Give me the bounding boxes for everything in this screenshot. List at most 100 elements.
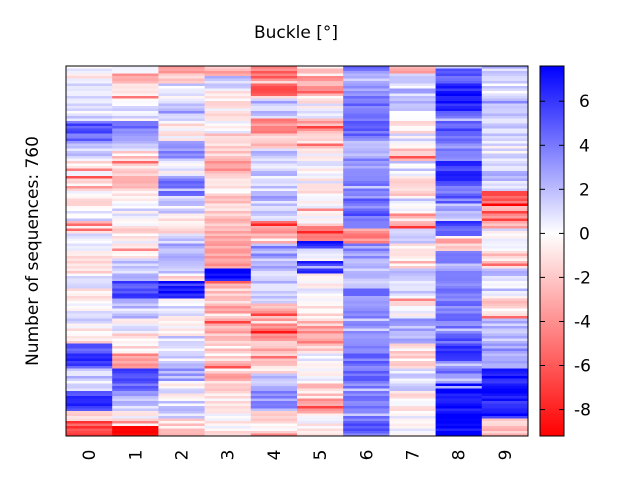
heatmap-cell	[389, 128, 436, 132]
heatmap-cell	[250, 91, 298, 94]
heatmap-cell	[250, 193, 298, 197]
heatmap-cell	[250, 331, 298, 334]
heatmap-cell	[481, 398, 529, 402]
heatmap-cell	[158, 243, 205, 247]
heatmap-cell	[481, 173, 529, 177]
heatmap-cell	[158, 418, 205, 422]
heatmap-cell	[297, 123, 344, 127]
heatmap-cell	[158, 376, 205, 379]
heatmap-cell	[158, 236, 205, 239]
heatmap-cell	[343, 213, 390, 217]
y-axis-label: Number of sequences: 760	[23, 136, 43, 366]
heatmap-cell	[343, 161, 390, 164]
heatmap-cell	[158, 83, 205, 87]
heatmap-cell	[204, 388, 252, 392]
heatmap-cell	[297, 121, 344, 124]
heatmap-cell	[158, 421, 205, 424]
heatmap-cell	[66, 178, 113, 182]
heatmap-cell	[389, 381, 436, 384]
heatmap-cell	[389, 361, 436, 364]
heatmap-cell	[158, 88, 205, 92]
heatmap-cell	[343, 253, 390, 257]
heatmap-cell	[250, 411, 298, 414]
heatmap-cell	[112, 126, 159, 129]
heatmap-cell	[158, 76, 205, 79]
heatmap-cell	[204, 163, 252, 167]
heatmap-cell	[250, 243, 298, 247]
heatmap-cell	[204, 421, 252, 424]
heatmap-cell	[435, 111, 483, 114]
heatmap-cell	[158, 401, 205, 404]
heatmap-cell	[112, 223, 159, 227]
heatmap-cell	[112, 356, 159, 359]
heatmap-cell	[297, 156, 344, 159]
heatmap-cell	[204, 278, 252, 282]
heatmap-cell	[481, 433, 529, 437]
heatmap-cell	[297, 228, 344, 232]
heatmap-cell	[158, 66, 205, 69]
heatmap-cell	[250, 296, 298, 299]
heatmap-cell	[343, 401, 390, 404]
heatmap-cell	[481, 226, 529, 229]
x-tick-label: 0	[80, 450, 100, 461]
heatmap-cell	[112, 128, 159, 132]
heatmap-cell	[435, 388, 483, 392]
heatmap-cell	[204, 391, 252, 394]
heatmap-cell	[481, 203, 529, 207]
heatmap-cell	[297, 116, 344, 119]
heatmap-cell	[250, 191, 298, 194]
heatmap-cell	[481, 228, 529, 232]
heatmap-cell	[66, 276, 113, 279]
heatmap-cell	[112, 313, 159, 317]
heatmap-cell	[435, 223, 483, 227]
heatmap-cell	[297, 326, 344, 329]
heatmap-cell	[204, 276, 252, 279]
heatmap-cell	[250, 68, 298, 72]
heatmap-cell	[343, 288, 390, 292]
heatmap-cell	[250, 136, 298, 139]
heatmap-cell	[389, 276, 436, 279]
heatmap-cell	[204, 328, 252, 332]
heatmap-cell	[158, 338, 205, 342]
heatmap-cell	[435, 181, 483, 184]
heatmap-cell	[297, 206, 344, 209]
heatmap-cell	[297, 321, 344, 324]
heatmap-cell	[204, 78, 252, 82]
heatmap-cell	[389, 416, 436, 419]
heatmap-cell	[435, 328, 483, 332]
heatmap-cell	[158, 208, 205, 212]
heatmap-cell	[66, 291, 113, 294]
heatmap-cell	[389, 363, 436, 367]
heatmap-cell	[481, 316, 529, 319]
heatmap-cell	[250, 216, 298, 219]
heatmap-cell	[250, 226, 298, 229]
heatmap-cell	[204, 416, 252, 419]
heatmap-cell	[435, 371, 483, 374]
heatmap-cell	[158, 231, 205, 234]
heatmap-cell	[204, 193, 252, 197]
heatmap-cell	[389, 218, 436, 222]
heatmap-cell	[204, 423, 252, 427]
heatmap-cell	[389, 166, 436, 169]
heatmap-cell	[66, 231, 113, 234]
heatmap-cell	[297, 268, 344, 272]
heatmap-cell	[250, 293, 298, 297]
heatmap-cell	[250, 263, 298, 267]
heatmap-cell	[297, 281, 344, 284]
heatmap-cell	[389, 376, 436, 379]
heatmap-cell	[204, 288, 252, 292]
heatmap-cell	[158, 171, 205, 174]
heatmap-cell	[158, 251, 205, 254]
heatmap-cell	[204, 386, 252, 389]
heatmap-cell	[389, 118, 436, 122]
heatmap-cell	[481, 143, 529, 147]
heatmap-cell	[112, 156, 159, 159]
heatmap-cell	[158, 156, 205, 159]
heatmap-cell	[250, 356, 298, 359]
heatmap-cell	[435, 406, 483, 409]
heatmap-cell	[66, 128, 113, 132]
heatmap-cell	[481, 373, 529, 377]
heatmap-cell	[343, 291, 390, 294]
heatmap-cell	[389, 411, 436, 414]
heatmap-cell	[389, 221, 436, 224]
